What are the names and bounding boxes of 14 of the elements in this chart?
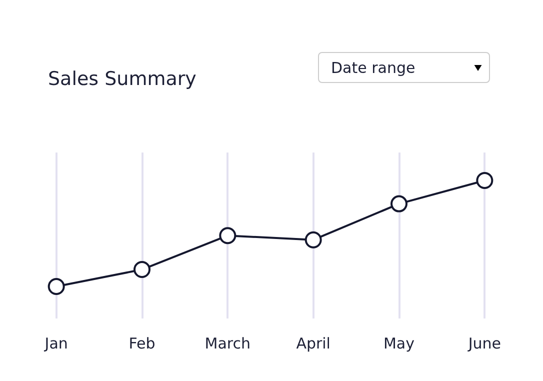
point [134, 261, 150, 278]
point [219, 227, 236, 244]
x-tick-label: March [204, 334, 251, 352]
point [304, 231, 322, 248]
point [476, 172, 494, 189]
chart-title: Sales Summary [48, 67, 196, 92]
x-tick-label: May [383, 334, 415, 352]
point [48, 278, 65, 295]
x-tick-label: June [467, 334, 502, 352]
point [390, 195, 408, 212]
x-tick-label: Feb [128, 334, 156, 352]
text: Date range [318, 52, 490, 84]
x-tick-label: April [296, 334, 330, 352]
x-tick-label: Jan [44, 334, 68, 352]
